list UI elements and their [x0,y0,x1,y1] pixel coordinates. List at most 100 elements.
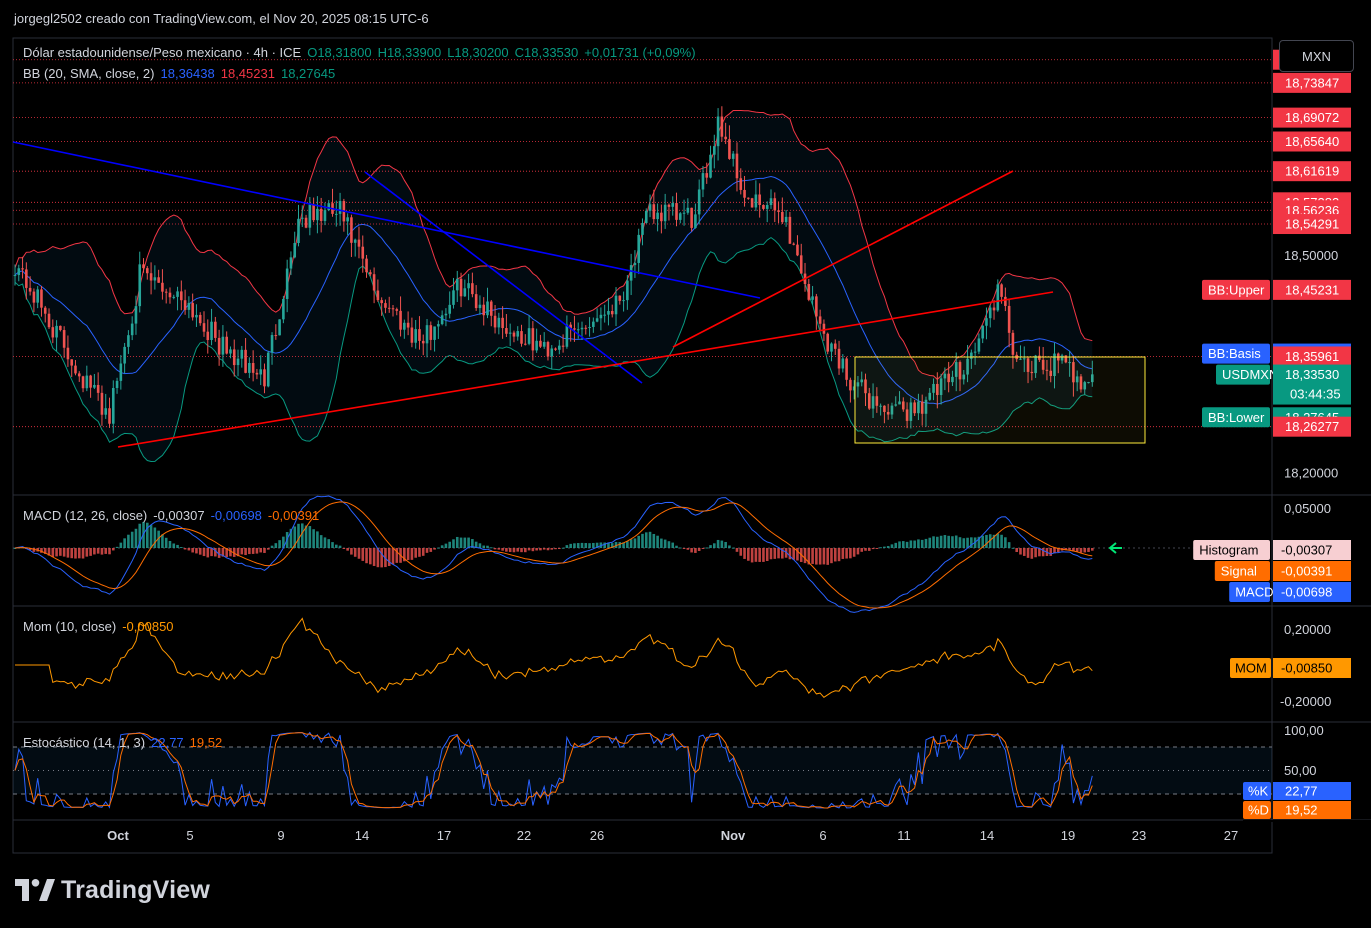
candle-body [505,328,508,334]
macd-hist-bar [429,548,433,552]
candle-body [369,272,372,275]
macd-hist-bar [489,547,493,549]
macd-hist-bar [168,540,172,548]
macd-hist-bar [387,548,391,567]
mom-tick-top: 0,20000 [1284,622,1331,637]
macd-hist-bar [463,537,467,548]
macd-hist-bar [459,537,463,548]
macd-hist-bar [410,548,414,560]
candle [1034,354,1037,378]
macd-hist-bar [316,531,319,548]
macd-hist-bar [183,548,187,550]
candle-body [871,396,875,409]
candle [754,180,758,212]
candle [251,350,255,382]
candle-body [867,393,871,409]
macd-hist-bar [123,538,126,548]
macd-hist-bar [40,548,43,553]
candle-body [327,203,331,211]
candle [335,200,338,227]
candle [542,332,546,349]
price-label-box [1273,364,1351,405]
candle-body [633,262,637,266]
candle [886,403,890,420]
candle-body [924,399,928,414]
candle [1026,356,1030,384]
price-label-box [1273,72,1351,93]
macd-hist-bar [66,548,70,558]
candle-body [489,301,493,316]
candle-body [312,204,315,221]
candle [905,402,909,429]
macd-hist-bar [89,548,92,556]
candle-body [338,201,342,214]
candle [300,205,304,227]
price-label-tag [1216,364,1270,385]
candle [833,339,837,355]
candle-body [308,204,312,228]
bb-legend[interactable]: BB (20, SMA, close, 2) 18,36438 18,45231 18… [23,66,341,81]
candle [784,209,788,227]
price-label-value: 18,45231 [1285,282,1339,297]
candle [1007,299,1011,348]
macd-hist-bar [455,536,459,548]
candle-body [316,208,319,221]
candle [138,251,142,313]
candle [531,321,535,361]
candle [111,380,115,434]
x-tick-label-10: 14 [980,828,994,843]
candle [618,295,622,305]
macd-hist-bar [210,548,213,557]
macd-label-2: MACD -0,00698 [1229,582,1351,602]
mom-legend[interactable]: Mom (10, close) -0,00850 [23,619,180,634]
candle-body [149,273,153,281]
candle-body [796,244,799,256]
candle-body [319,208,323,221]
macd-hist-bar [917,539,920,548]
x-tick-label-3: 14 [355,828,369,843]
price-label-3: 18,65640 [1273,131,1351,152]
candle-body [28,287,32,292]
candle [588,317,591,337]
candle [815,293,818,330]
price-label-name: BB:Upper [1208,282,1265,297]
macd-legend[interactable]: MACD (12, 26, close) -0,00307 -0,00698 -0,0… [23,508,325,523]
candle-body [524,343,527,345]
candle-body [970,352,973,359]
candle-body [671,203,675,207]
macd-hist-bar [913,540,916,548]
candle [958,360,962,392]
candle [724,122,727,145]
candle [47,308,51,329]
stoch-legend[interactable]: Estocástico (14, 1, 3) 22,77 19,52 [23,735,228,750]
macd-hist-bar [890,544,894,548]
symbol-title[interactable]: Dólar estadounidense/Peso mexicano · 4h … [23,45,302,60]
candle-body [161,282,164,292]
macd-hist-bar [263,548,266,553]
candle-body [947,373,950,383]
currency-selector[interactable]: MXN [1279,40,1354,72]
candle-body [588,326,591,329]
candle [622,291,625,312]
candle-body [452,290,455,305]
bb-upper-line [14,110,1093,381]
candle [153,265,157,290]
macd-hist-bar [1034,548,1037,558]
candle [1049,357,1053,383]
candle [493,305,497,334]
bb-fill [15,110,1093,462]
candle-body [459,278,463,297]
signal-line [14,501,1093,609]
macd-hist-bar [652,533,656,548]
candle [429,321,433,351]
macd-hist-bar [701,548,705,549]
macd-hist-bar [875,548,879,549]
macd-hist-bar [841,548,845,559]
candle [259,355,262,386]
macd-hist-bar [161,534,164,548]
candle-body [266,352,270,387]
macd-hist-bar [138,523,142,548]
macd-hist-bar [947,535,950,548]
candle [40,285,43,317]
